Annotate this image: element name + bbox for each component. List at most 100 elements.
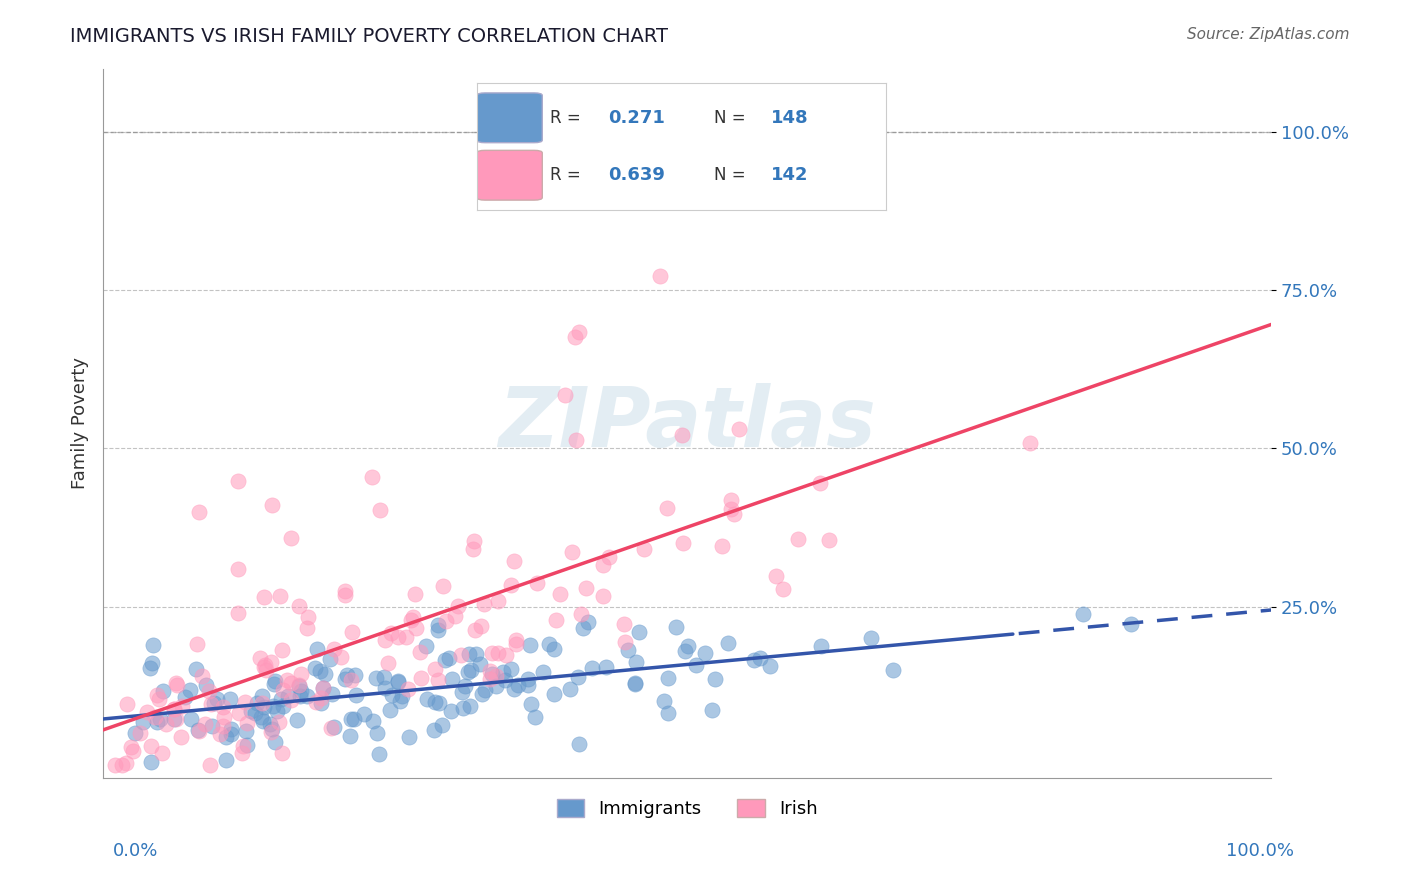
Point bbox=[155, 717, 177, 731]
Point bbox=[141, 638, 163, 652]
Point bbox=[246, 696, 269, 710]
Point bbox=[163, 702, 186, 716]
Point bbox=[423, 695, 446, 709]
Point bbox=[212, 709, 235, 723]
Point bbox=[198, 684, 221, 698]
Point bbox=[344, 667, 367, 681]
Point bbox=[138, 661, 160, 675]
Point bbox=[592, 558, 614, 573]
Point bbox=[598, 549, 620, 564]
Point bbox=[470, 619, 492, 633]
Point bbox=[494, 673, 516, 688]
Point bbox=[378, 703, 401, 717]
Point bbox=[309, 690, 332, 705]
Point bbox=[411, 671, 433, 685]
Point bbox=[367, 747, 389, 762]
Point bbox=[396, 682, 419, 697]
Point bbox=[180, 712, 202, 726]
Point bbox=[280, 693, 302, 707]
Point bbox=[208, 727, 231, 741]
Point bbox=[250, 689, 273, 703]
Point bbox=[335, 672, 357, 686]
Point bbox=[254, 663, 277, 677]
Point bbox=[728, 422, 751, 436]
Text: 100.0%: 100.0% bbox=[1226, 842, 1294, 860]
Point bbox=[720, 492, 742, 507]
Point bbox=[344, 688, 367, 702]
Point bbox=[457, 665, 479, 680]
Point bbox=[280, 531, 302, 545]
Point bbox=[486, 646, 509, 660]
Point bbox=[450, 648, 472, 662]
Point bbox=[433, 653, 456, 667]
Text: 0.0%: 0.0% bbox=[112, 842, 157, 860]
Point bbox=[543, 642, 565, 657]
Point bbox=[260, 725, 283, 739]
Point bbox=[340, 625, 363, 640]
Point bbox=[290, 689, 312, 703]
Point bbox=[624, 676, 647, 690]
Point bbox=[495, 648, 517, 662]
Point bbox=[481, 647, 503, 661]
Point bbox=[426, 623, 449, 637]
Point bbox=[120, 740, 142, 755]
Point bbox=[121, 744, 143, 758]
Point bbox=[304, 661, 326, 675]
Point bbox=[759, 659, 782, 673]
Point bbox=[464, 648, 486, 662]
Point bbox=[307, 642, 329, 657]
Point bbox=[441, 672, 464, 686]
Point bbox=[479, 672, 502, 686]
Point bbox=[673, 644, 696, 658]
Point bbox=[271, 682, 294, 697]
Point bbox=[665, 620, 688, 634]
Point bbox=[499, 578, 522, 592]
Point bbox=[624, 656, 647, 670]
Point bbox=[266, 704, 288, 718]
Point bbox=[309, 697, 332, 711]
Point bbox=[187, 723, 209, 737]
Point bbox=[340, 712, 363, 726]
Point bbox=[576, 615, 599, 630]
Y-axis label: Family Poverty: Family Poverty bbox=[72, 357, 89, 489]
Point bbox=[1071, 607, 1094, 621]
Point bbox=[526, 576, 548, 591]
Point bbox=[461, 542, 484, 557]
Point bbox=[336, 668, 359, 682]
Point bbox=[695, 646, 717, 660]
Point bbox=[571, 607, 593, 622]
Point bbox=[228, 475, 250, 489]
Point bbox=[267, 714, 290, 729]
Point bbox=[250, 709, 273, 723]
Point bbox=[882, 663, 904, 677]
Point bbox=[595, 660, 617, 674]
Point bbox=[235, 696, 257, 710]
Point bbox=[226, 562, 249, 576]
Point bbox=[481, 667, 503, 681]
Point bbox=[314, 667, 336, 681]
Point bbox=[772, 582, 794, 596]
Point bbox=[592, 589, 614, 603]
Point bbox=[249, 651, 271, 665]
Point bbox=[132, 714, 155, 729]
Point bbox=[141, 657, 163, 671]
Point bbox=[219, 723, 242, 737]
Point bbox=[437, 651, 460, 665]
Point bbox=[215, 730, 238, 744]
Point bbox=[808, 475, 831, 490]
Point bbox=[671, 428, 693, 442]
Point bbox=[150, 746, 173, 760]
Point bbox=[387, 673, 409, 688]
Point bbox=[520, 697, 543, 711]
Point bbox=[387, 674, 409, 689]
Point bbox=[657, 706, 679, 721]
Point bbox=[415, 639, 437, 653]
Point bbox=[124, 726, 146, 740]
Point bbox=[236, 739, 259, 753]
Point bbox=[720, 502, 742, 516]
Point bbox=[319, 652, 342, 666]
Point bbox=[152, 684, 174, 698]
Point bbox=[426, 673, 449, 688]
Point bbox=[453, 701, 475, 715]
Point bbox=[259, 716, 281, 731]
